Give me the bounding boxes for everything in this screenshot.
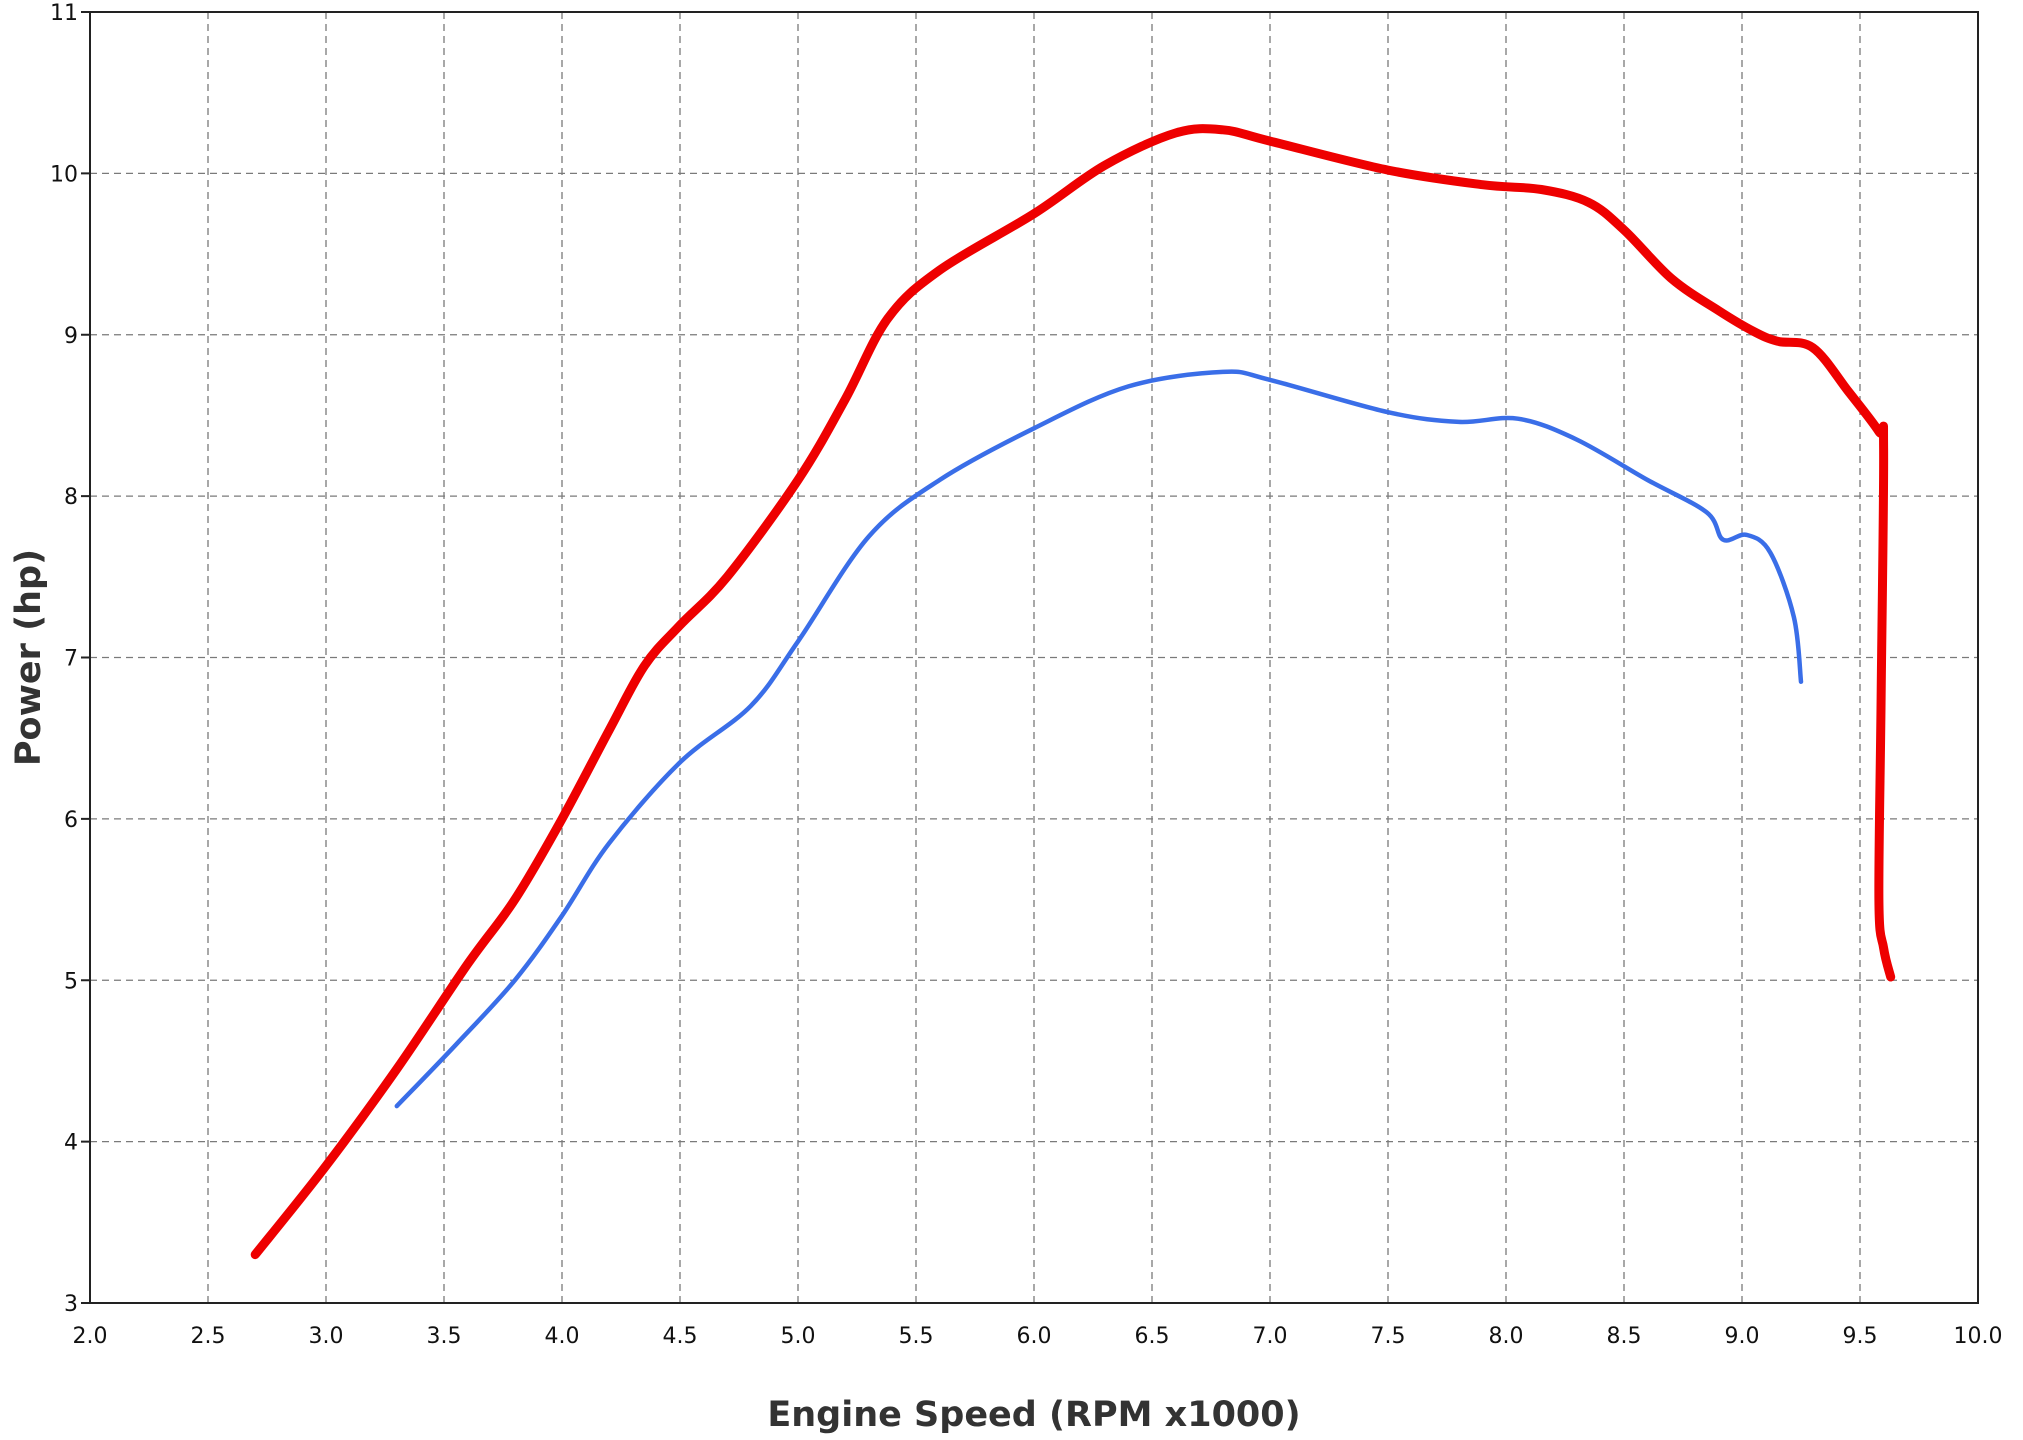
x-tick-label: 2.0 <box>73 1324 108 1349</box>
x-tick-label: 9.5 <box>1843 1324 1878 1349</box>
series-layer <box>250 124 1896 1260</box>
y-tick-label: 4 <box>64 1131 78 1156</box>
y-tick-label: 10 <box>50 162 78 187</box>
x-tick-label: 7.5 <box>1371 1324 1406 1349</box>
x-tick-label: 8.0 <box>1489 1324 1524 1349</box>
x-tick-label: 9.0 <box>1725 1324 1760 1349</box>
y-tick-label: 6 <box>64 808 78 833</box>
x-tick-label: 2.5 <box>191 1324 226 1349</box>
x-tick-label: 10.0 <box>1954 1324 2003 1349</box>
x-tick-label: 6.5 <box>1135 1324 1170 1349</box>
x-tick-label: 3.0 <box>309 1324 344 1349</box>
y-tick-label: 11 <box>50 1 78 26</box>
x-tick-label: 7.0 <box>1253 1324 1288 1349</box>
y-tick-label: 9 <box>64 324 78 349</box>
x-tick-label: 4.5 <box>663 1324 698 1349</box>
grid-lines <box>90 12 1978 1303</box>
x-tick-label: 8.5 <box>1607 1324 1642 1349</box>
x-tick-label: 3.5 <box>427 1324 462 1349</box>
y-tick-label: 5 <box>64 969 78 994</box>
y-axis-title: Power (hp) <box>9 549 49 766</box>
x-tick-label: 6.0 <box>1017 1324 1052 1349</box>
series-line-blue <box>394 369 1804 1109</box>
x-tick-label: 5.5 <box>899 1324 934 1349</box>
x-tick-label: 4.0 <box>545 1324 580 1349</box>
tick-labels: 2.0 2.5 3.0 3.5 4.0 4.5 5.0 5.5 6.0 6.5 7.0 7.5 8.0 8… <box>50 1 2002 1349</box>
x-axis-title: Engine Speed (RPM x1000) <box>767 1395 1300 1435</box>
series-line-red <box>250 124 1896 1260</box>
y-tick-label: 8 <box>64 485 78 510</box>
y-tick-label: 7 <box>64 647 78 672</box>
y-tick-label: 3 <box>64 1292 78 1317</box>
x-tick-label: 5.0 <box>781 1324 816 1349</box>
